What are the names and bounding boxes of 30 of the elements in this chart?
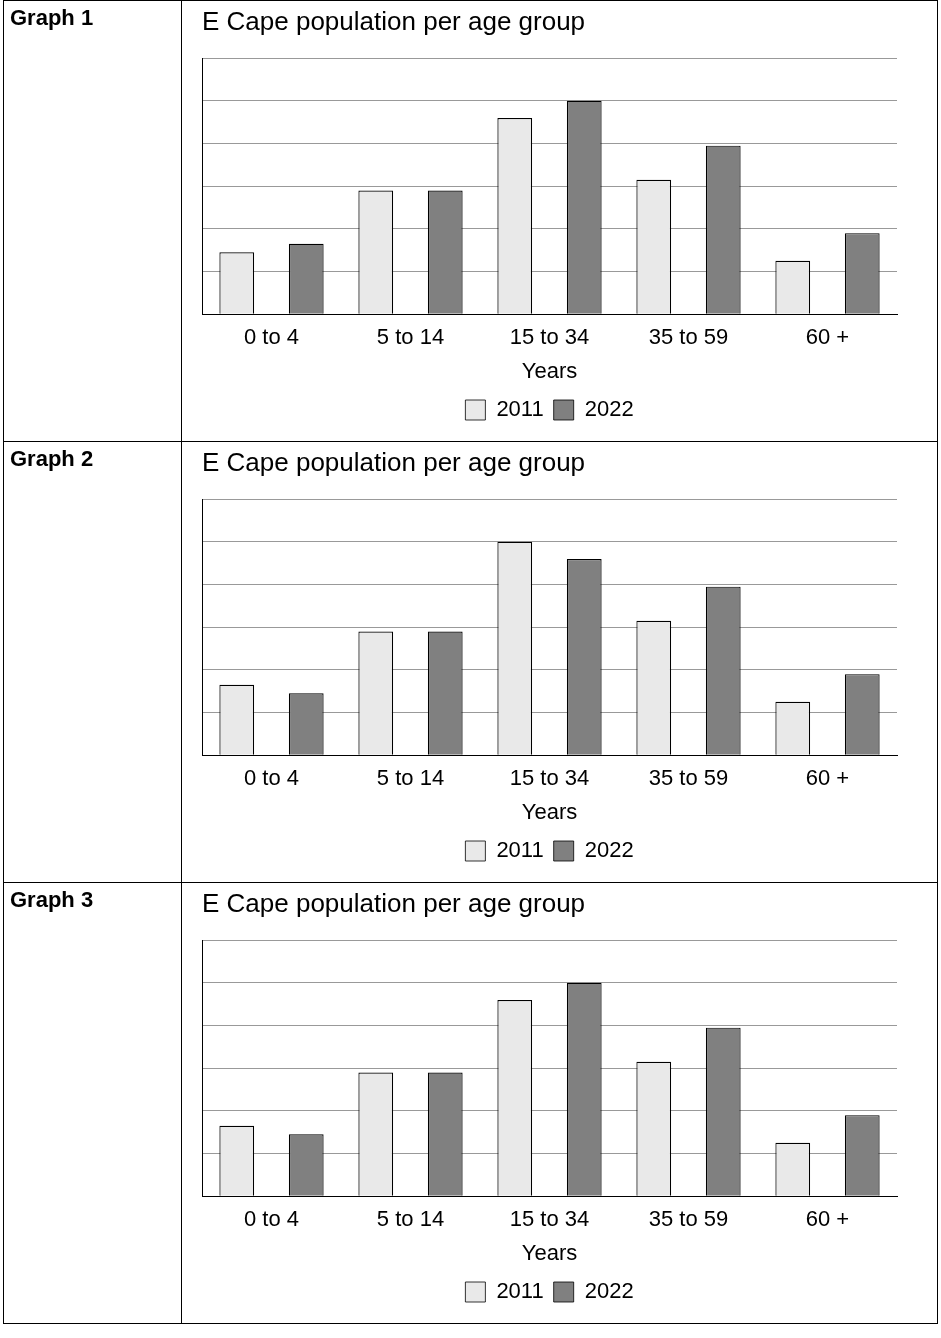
chart-title: E Cape population per age group [202,887,586,918]
x-tick-label: 0 to 4 [243,1206,300,1232]
x-tick-label: 60 + [805,324,850,350]
legend-label: 2022 [584,837,634,863]
legend-label: 2011 [496,396,544,422]
x-tick-label: 60 + [805,1206,850,1232]
x-tick-label: 5 to 14 [376,765,445,791]
legend-label: 2011 [496,837,544,863]
x-tick-label: 0 to 4 [243,324,300,350]
chart-title: E Cape population per age group [202,446,586,477]
x-axis-title: Years [521,1239,578,1265]
x-tick-label: 35 to 59 [648,1206,729,1232]
x-axis-title: Years [521,357,578,383]
x-tick-label: 5 to 14 [376,324,445,350]
x-tick-label: 60 + [805,765,850,791]
x-axis-title: Years [521,798,578,824]
legend-label: 2022 [584,1278,634,1304]
legend-label: 2011 [496,1278,544,1304]
x-tick-label: 35 to 59 [648,324,729,350]
x-tick-label: 5 to 14 [376,1206,445,1232]
caption: Graph 3 [3,882,182,1324]
x-tick-label: 15 to 34 [509,1206,590,1232]
legend-label: 2022 [584,396,634,422]
x-tick-label: 15 to 34 [509,324,590,350]
caption: Graph 1 [3,0,182,442]
x-tick-label: 0 to 4 [243,765,300,791]
chart-title: E Cape population per age group [202,5,586,36]
x-tick-label: 35 to 59 [648,765,729,791]
caption: Graph 2 [3,441,182,883]
x-tick-label: 15 to 34 [509,765,590,791]
